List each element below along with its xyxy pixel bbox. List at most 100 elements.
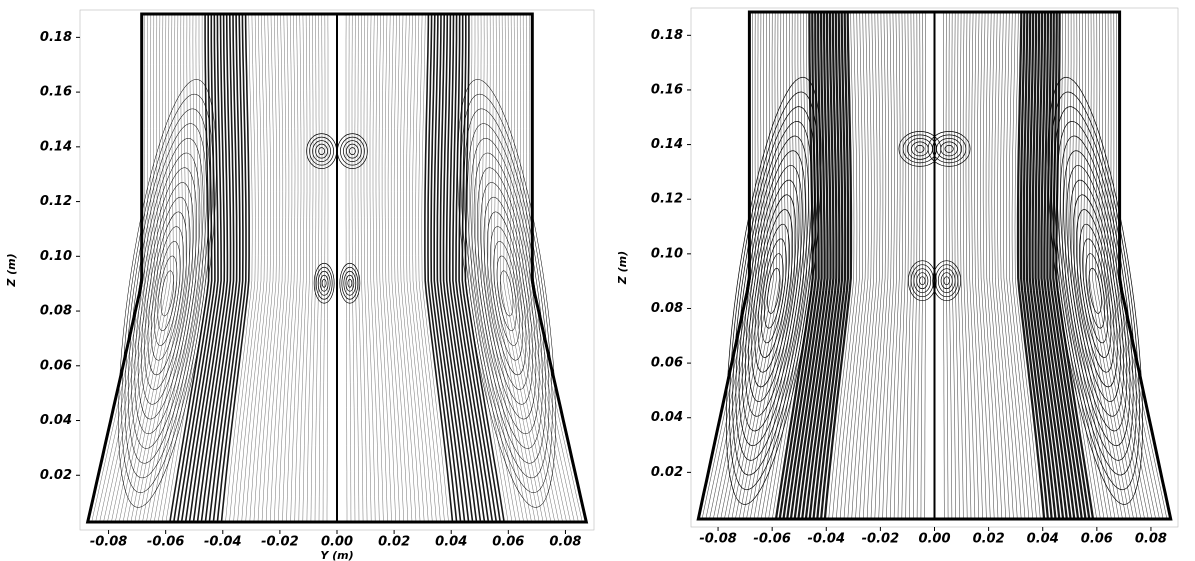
vortex-loop [160, 270, 174, 317]
y-tick-label: 0.06 [651, 356, 683, 371]
vortex-loop [767, 267, 781, 314]
vortex-loop [726, 76, 822, 505]
vortex-cell [944, 145, 954, 153]
streamline [103, 14, 155, 523]
streamline [851, 11, 872, 520]
streamline [1098, 11, 1145, 520]
vortex-cell [915, 145, 925, 153]
y-tick-label: 0.04 [651, 410, 683, 425]
vortex-loop [757, 223, 790, 358]
vortex-cell [349, 147, 356, 156]
y-tick-label: 0.06 [40, 358, 72, 373]
streamline [1037, 11, 1072, 520]
streamline [345, 14, 348, 522]
y-tick-label: 0.10 [651, 246, 683, 261]
streamline [474, 14, 517, 523]
streamline [1101, 12, 1149, 520]
vortex-loop [754, 209, 794, 373]
streamline [1008, 11, 1033, 520]
streamline [709, 11, 759, 520]
x-tick-label: 0.02 [378, 535, 410, 550]
vortex-loop [1085, 253, 1105, 329]
streamline [816, 11, 847, 520]
x-tick-label: 0.08 [549, 535, 581, 550]
vortex-loop [764, 253, 784, 329]
streamline [764, 12, 804, 520]
vortex-loop [464, 108, 550, 479]
vortex-cell [306, 133, 337, 170]
streamline [974, 11, 987, 520]
streamline [724, 11, 771, 520]
vortex-loop [748, 179, 800, 402]
vortex-loop [477, 167, 537, 420]
streamline [793, 12, 829, 520]
vortex-cell [940, 272, 953, 290]
vortex-cell [321, 278, 327, 288]
streamline [890, 11, 901, 520]
streamline [982, 11, 999, 520]
streamline [1065, 12, 1105, 520]
streamline [836, 11, 861, 520]
vortex-cell [341, 266, 359, 300]
vortex-cell [315, 266, 333, 300]
vortex-cell [309, 136, 334, 166]
vortex-loop [137, 167, 197, 420]
streamline [249, 13, 271, 523]
vortex-loop [490, 226, 524, 361]
streamline [354, 13, 360, 523]
streamline [1022, 11, 1053, 520]
streamline [111, 13, 162, 523]
vortex-loop [729, 91, 819, 491]
streamline [468, 14, 509, 523]
vortex-loop [134, 152, 201, 435]
streamline [757, 11, 798, 520]
streamline [797, 11, 832, 520]
vortex-cell [319, 274, 329, 292]
vortex-loop [1088, 267, 1102, 314]
streamline [916, 11, 921, 520]
streamline [742, 11, 786, 520]
streamline [458, 14, 498, 523]
vortex-loop [493, 241, 520, 346]
vortex-loop [1056, 121, 1134, 461]
vortex-loop [124, 108, 210, 479]
streamline [977, 11, 991, 520]
streamline [357, 13, 364, 523]
streamline [786, 11, 823, 520]
streamline [808, 11, 841, 520]
streamline [326, 14, 329, 522]
streamline [237, 13, 262, 523]
vortex-cell [937, 268, 956, 294]
vortex-loop [1079, 223, 1112, 358]
vortex-cell [346, 143, 359, 159]
streamline [107, 14, 158, 523]
streamline [188, 13, 226, 523]
streamline [1025, 11, 1057, 520]
streamline [909, 11, 915, 520]
streamline [1006, 11, 1030, 520]
streamline [452, 13, 490, 523]
streamline [229, 13, 256, 523]
streamline [306, 13, 314, 523]
streamline [839, 11, 863, 520]
y-tick-label: 0.14 [40, 139, 72, 154]
streamline [971, 11, 983, 520]
streamline [481, 14, 524, 523]
vortex-loop [1072, 194, 1118, 388]
y-tick-label: 0.02 [651, 465, 683, 480]
streamline [310, 13, 317, 523]
streamline [1052, 12, 1091, 520]
streamline [713, 12, 762, 520]
streamline [241, 13, 265, 523]
streamline [192, 13, 229, 523]
y-tick-label: 0.10 [40, 249, 72, 264]
plot [690, 7, 1179, 528]
streamline [948, 11, 953, 520]
streamline [735, 11, 780, 520]
streamline [400, 13, 421, 523]
vortex-loop [144, 196, 191, 390]
streamline [525, 13, 579, 523]
streamline [727, 11, 774, 520]
